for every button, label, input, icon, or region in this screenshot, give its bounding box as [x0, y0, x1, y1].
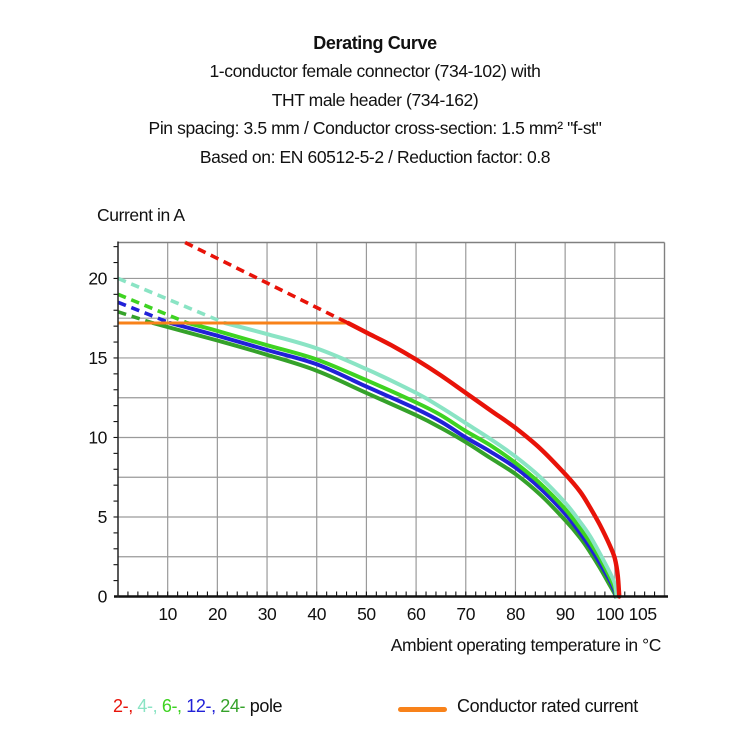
y-tick-label: 5: [98, 507, 107, 527]
x-tick-label: 30: [258, 604, 277, 624]
x-tick-label: 50: [357, 604, 376, 624]
pole-legend-entry: 12-,: [186, 696, 221, 716]
pole-legend-entry: 4-,: [137, 696, 162, 716]
curve-24-pole-solid: [150, 321, 618, 599]
curve-6-pole-dashed: [117, 292, 189, 325]
x-tick-label: 100: [596, 604, 625, 624]
subtitle-line: 1-conductor female connector (734-102) w…: [209, 61, 541, 82]
x-tick-label: 90: [556, 604, 575, 624]
x-tick-label: 60: [407, 604, 426, 624]
y-tick-label: 10: [88, 427, 107, 447]
chart-subtitle: 1-conductor female connector (734-102) w…: [0, 57, 750, 171]
curve-12-pole-dashed: [117, 300, 171, 325]
curve-6-pole-solid: [185, 321, 619, 599]
pole-legend-entry: 6-,: [161, 696, 187, 716]
pole-legend-suffix: pole: [245, 696, 283, 716]
x-axis-title: Ambient operating temperature in °C: [391, 635, 661, 655]
x-tick-label: 40: [307, 604, 326, 624]
x-tick-label: 70: [456, 604, 475, 624]
curve-12-pole-solid: [168, 321, 618, 599]
curve-2-pole-dashed: [184, 240, 349, 325]
y-axis-title: Current in A: [97, 205, 185, 225]
page-title: Derating Curve: [313, 33, 437, 53]
rated-current-line-swatch: [398, 707, 447, 712]
y-tick-label: 0: [98, 587, 108, 607]
y-tick-label: 15: [88, 348, 107, 368]
x-tick-label: 20: [208, 604, 227, 624]
pole-legend: 2-, 4-, 6-, 12-, 24- pole: [113, 696, 283, 717]
y-tick-label: 20: [88, 268, 107, 288]
curve-4-pole-dashed: [117, 276, 226, 325]
x-tick-label: 80: [506, 604, 525, 624]
curve-4-pole-solid: [222, 321, 619, 599]
pole-legend-entry: 24-: [220, 696, 246, 716]
chart-header: Derating Curve 1-conductor female connec…: [0, 29, 750, 171]
subtitle-line: Based on: EN 60512-5-2 / Reduction facto…: [199, 146, 551, 167]
curve-2-pole-solid: [345, 320, 622, 599]
chart-legend: 2-, 4-, 6-, 12-, 24- pole Conductor rate…: [0, 694, 750, 724]
curve-24-pole-dashed: [117, 310, 154, 325]
subtitle-line: THT male header (734-162): [271, 89, 479, 110]
subtitle-line: Pin spacing: 3.5 mm / Conductor cross-se…: [148, 118, 602, 139]
x-tick-label: 10: [158, 604, 177, 624]
pole-legend-entry: 2-,: [113, 696, 138, 716]
rated-current-legend-label: Conductor rated current: [457, 696, 638, 716]
x-tick-label: 105: [629, 604, 657, 624]
